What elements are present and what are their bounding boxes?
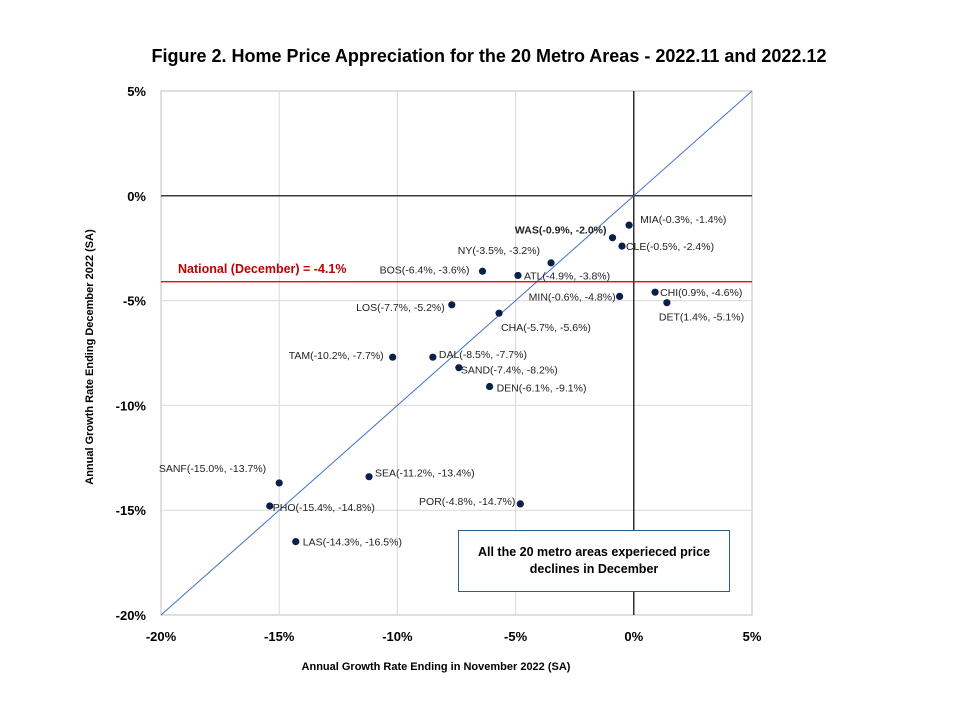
point-label: DEN(-6.1%, -9.1%)	[497, 383, 587, 395]
plot-area	[160, 90, 753, 616]
data-point	[292, 538, 300, 546]
point-label: TAM(-10.2%, -7.7%)	[289, 350, 384, 362]
point-label: LAS(-14.3%, -16.5%)	[303, 537, 402, 549]
national-line-label: National (December) = -4.1%	[178, 262, 346, 276]
y-tick-label: -20%	[116, 608, 147, 623]
data-point	[455, 364, 463, 372]
data-point	[618, 242, 626, 250]
y-tick-label: -15%	[116, 503, 147, 518]
data-point	[275, 479, 283, 487]
point-label: ATL(-4.9%, -3.8%)	[524, 270, 610, 282]
x-tick-label: -10%	[382, 629, 413, 644]
point-label: BOS(-6.4%, -3.6%)	[380, 264, 470, 276]
data-point	[429, 353, 437, 361]
data-point	[516, 500, 524, 508]
point-label: NY(-3.5%, -3.2%)	[458, 245, 540, 257]
point-label: SEA(-11.2%, -13.4%)	[375, 468, 475, 480]
x-tick-label: 0%	[624, 629, 643, 644]
point-label: LOS(-7.7%, -5.2%)	[356, 302, 445, 314]
point-label: SAND(-7.4%, -8.2%)	[461, 365, 558, 377]
data-point	[266, 502, 274, 510]
data-points	[266, 221, 671, 546]
point-label: MIN(-0.6%, -4.8%)	[529, 291, 616, 303]
data-point	[608, 234, 617, 242]
data-point	[495, 309, 503, 317]
y-tick-label: -10%	[116, 398, 147, 413]
data-point	[514, 271, 522, 280]
data-point	[448, 301, 456, 309]
x-tick-label: -15%	[264, 629, 295, 644]
chart-title: Figure 2. Home Price Appreciation for th…	[151, 46, 827, 66]
annotation-box: All the 20 metro areas experieced price …	[458, 530, 730, 592]
point-label: DAL(-8.5%, -7.7%)	[439, 349, 527, 361]
x-tick-label: -20%	[146, 629, 177, 644]
point-label: SANF(-15.0%, -13.7%)	[159, 463, 266, 475]
point-label: CHA(-5.7%, -5.6%)	[501, 322, 591, 334]
x-tick-label: 5%	[743, 629, 762, 644]
data-point	[389, 353, 397, 361]
point-labels: MIA(-0.3%, -1.4%) WAS(-0.9%, -2.0%) CLE(-0…	[159, 214, 744, 548]
point-label: DET(1.4%, -5.1%)	[659, 312, 744, 324]
data-point	[663, 299, 671, 307]
x-tick-label: -5%	[504, 629, 528, 644]
data-point	[365, 473, 373, 481]
y-tick-label: 0%	[127, 189, 146, 204]
data-point	[547, 259, 555, 267]
reference-lines	[160, 90, 753, 616]
data-point	[616, 292, 624, 301]
y-axis-title: Annual Growth Rate Ending December 2022 …	[84, 229, 96, 485]
point-label: POR(-4.8%, -14.7%)	[419, 496, 515, 508]
y-tick-label: -5%	[123, 294, 147, 309]
data-point	[485, 382, 494, 391]
point-label: CHI(0.9%, -4.6%)	[660, 287, 742, 299]
point-label: WAS(-0.9%, -2.0%)	[515, 225, 607, 237]
point-label: MIA(-0.3%, -1.4%)	[640, 214, 726, 226]
annotation-text: All the 20 metro areas experieced price …	[477, 545, 711, 576]
y-tick-label: 5%	[127, 84, 146, 99]
x-axis-title: Annual Growth Rate Ending in November 20…	[302, 661, 571, 673]
point-label: CLE(-0.5%, -2.4%)	[626, 241, 714, 253]
diagonal-reference-line	[160, 90, 753, 616]
point-label: PHO(-15.4%, -14.8%)	[273, 502, 375, 514]
data-point	[625, 221, 633, 229]
data-point	[478, 267, 487, 275]
axes: -20% -15% -10% -5% 0% 5% 5% 0% -5% -10% -15% -20%	[116, 84, 762, 644]
data-point	[651, 288, 659, 296]
